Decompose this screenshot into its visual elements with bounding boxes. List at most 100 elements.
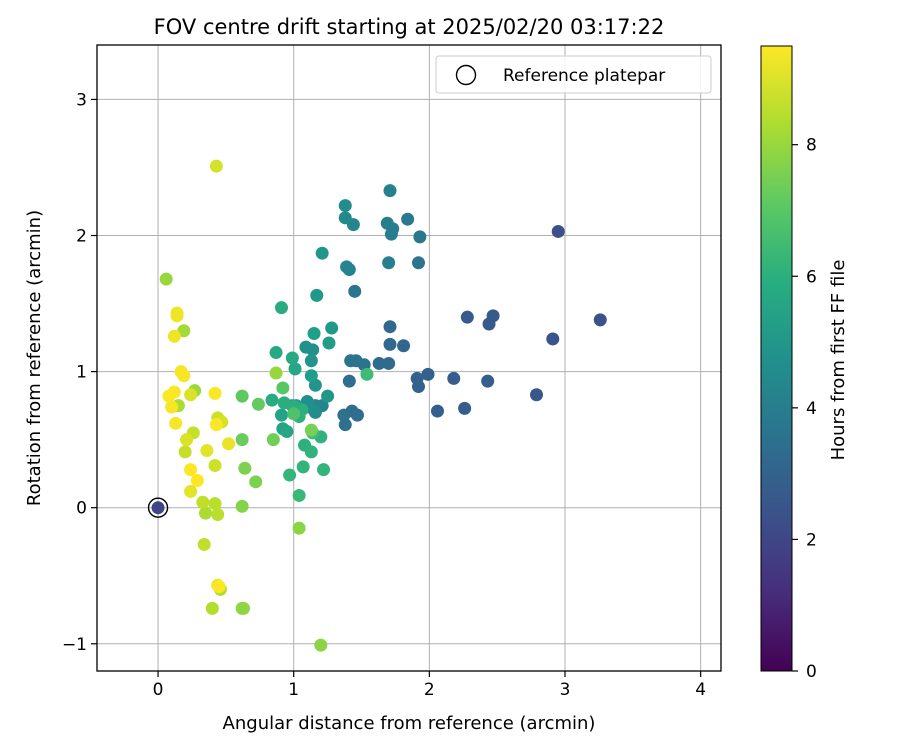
- y-axis-ticks: −1 0 1 2 3: [62, 90, 97, 655]
- data-point: [269, 366, 283, 380]
- data-point: [170, 306, 184, 320]
- data-point: [274, 408, 288, 422]
- colorbar: 0 2 4 6 8 Hours from first FF file: [760, 45, 849, 682]
- data-point: [342, 374, 356, 388]
- data-point: [322, 336, 336, 350]
- data-point: [383, 320, 397, 334]
- y-tick-label: 2: [76, 227, 87, 247]
- data-point: [401, 212, 415, 226]
- data-point: [165, 400, 179, 414]
- data-point: [380, 216, 394, 230]
- data-point: [269, 346, 283, 360]
- data-point: [421, 367, 435, 381]
- data-point: [251, 397, 265, 411]
- data-point: [382, 256, 396, 270]
- data-point: [190, 473, 204, 487]
- data-point: [314, 638, 328, 652]
- data-point: [208, 459, 222, 473]
- data-point: [593, 313, 607, 327]
- data-point: [208, 386, 222, 400]
- data-point: [321, 389, 335, 403]
- colorbar-tick-label: 8: [806, 136, 817, 156]
- data-point: [162, 389, 176, 403]
- data-point: [325, 321, 339, 335]
- data-point: [383, 184, 397, 198]
- data-point: [530, 388, 544, 402]
- data-point: [174, 365, 188, 379]
- data-point: [307, 327, 321, 341]
- data-point: [151, 501, 165, 515]
- data-point: [200, 444, 214, 458]
- data-point: [276, 381, 290, 395]
- data-point: [382, 356, 396, 370]
- data-point: [274, 301, 288, 315]
- x-axis-ticks: 0 1 2 3 4: [153, 671, 706, 700]
- x-tick-label: 1: [288, 680, 299, 700]
- data-point: [348, 284, 362, 298]
- data-point: [209, 418, 223, 432]
- data-point: [197, 537, 211, 551]
- data-point: [178, 445, 192, 459]
- data-point: [413, 230, 427, 244]
- data-point: [296, 460, 310, 474]
- data-point: [177, 324, 191, 338]
- data-point: [481, 374, 495, 388]
- data-point: [372, 356, 386, 370]
- data-point: [237, 601, 251, 615]
- data-point: [196, 495, 210, 509]
- data-point: [159, 272, 173, 286]
- colorbar-tick-label: 6: [806, 267, 817, 287]
- x-tick-label: 2: [424, 680, 435, 700]
- data-point: [212, 580, 226, 594]
- data-point: [411, 380, 425, 394]
- data-point: [397, 339, 411, 353]
- data-point: [304, 423, 318, 437]
- data-point: [249, 475, 263, 489]
- data-point: [283, 468, 297, 482]
- data-point: [315, 246, 329, 260]
- data-point: [169, 416, 183, 430]
- legend-box: [435, 55, 712, 94]
- reference-marker: [147, 497, 169, 518]
- data-point: [285, 351, 299, 365]
- data-point: [304, 354, 318, 368]
- plot-frame: [96, 44, 722, 672]
- legend-entry-reference: Reference platepar: [503, 66, 665, 86]
- data-point: [208, 497, 222, 511]
- data-point: [292, 521, 306, 535]
- y-tick-label: 1: [76, 363, 87, 383]
- y-tick-label: −1: [62, 635, 87, 655]
- data-point: [482, 317, 496, 331]
- data-point: [411, 256, 425, 270]
- data-point: [551, 224, 565, 238]
- data-point: [292, 488, 306, 502]
- data-point: [266, 433, 280, 447]
- data-point: [306, 343, 320, 357]
- legend-marker-icon: [455, 64, 477, 86]
- data-point: [384, 227, 398, 241]
- x-tick-label: 0: [153, 680, 164, 700]
- data-point: [447, 371, 461, 385]
- data-points: [151, 159, 607, 652]
- data-point: [338, 199, 352, 213]
- data-point: [199, 506, 213, 520]
- data-point: [337, 408, 351, 422]
- data-point: [287, 407, 301, 421]
- data-point: [317, 463, 331, 477]
- colorbar-tick-label: 2: [806, 530, 817, 550]
- data-point: [288, 362, 302, 376]
- colorbar-ticks: 0 2 4 6 8: [792, 136, 817, 682]
- data-point: [205, 601, 219, 615]
- colorbar-tick-label: 4: [806, 399, 817, 419]
- data-point: [280, 424, 294, 438]
- data-point: [180, 433, 194, 447]
- data-point: [235, 389, 249, 403]
- data-point: [235, 499, 249, 513]
- x-tick-label: 3: [560, 680, 571, 700]
- chart-title: FOV centre drift starting at 2025/02/20 …: [154, 15, 665, 39]
- data-point: [460, 310, 474, 324]
- data-point: [304, 369, 318, 383]
- legend: Reference platepar: [435, 55, 712, 94]
- data-point: [209, 159, 223, 173]
